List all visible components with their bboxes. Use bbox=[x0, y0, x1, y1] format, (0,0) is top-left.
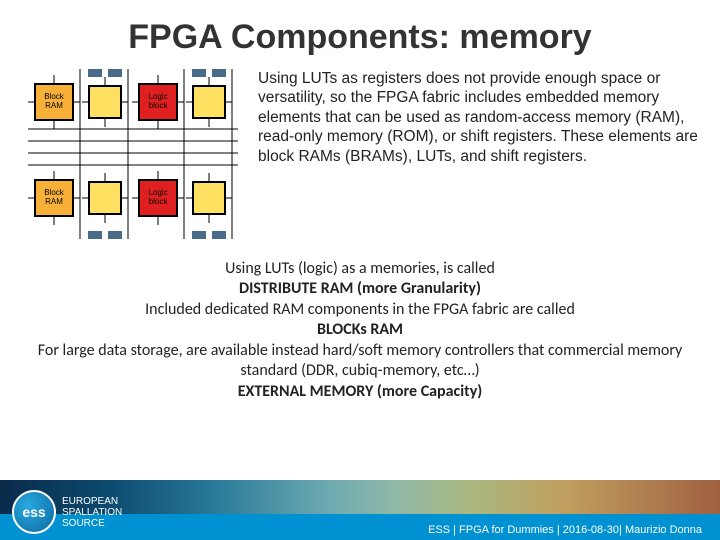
middle-l3: Included dedicated RAM components in the… bbox=[30, 300, 690, 320]
slide-title: FPGA Components: memory bbox=[0, 0, 720, 65]
middle-l5: For large data storage, are available in… bbox=[30, 341, 690, 382]
logo-l3: SOURCE bbox=[62, 518, 122, 529]
middle-l4: BLOCKs RAM bbox=[30, 320, 690, 340]
logo-circle: ess bbox=[12, 490, 56, 534]
footer-text: ESS | FPGA for Dummies | 2016-08-30| Mau… bbox=[428, 524, 702, 536]
diagram-block-logic_1: Logic block bbox=[138, 83, 178, 121]
body-paragraph: Using LUTs as registers does not provide… bbox=[258, 69, 702, 249]
upper-row: Block RAM Block RAM Logic block Logic block… bbox=[0, 65, 720, 249]
logo-l1: EUROPEAN bbox=[62, 496, 122, 507]
footer: ess EUROPEAN SPALLATION SOURCE ESS | FPG… bbox=[0, 470, 720, 540]
middle-text: Using LUTs (logic) as a memories, is cal… bbox=[0, 249, 720, 402]
diagram-block-ylw_r_bot bbox=[192, 181, 226, 215]
diagram-block-logic_2: Logic block bbox=[138, 179, 178, 217]
middle-l2: DISTRIBUTE RAM (more Granularity) bbox=[30, 279, 690, 299]
middle-l1: Using LUTs (logic) as a memories, is cal… bbox=[30, 259, 690, 279]
diagram-block-block_ram_1: Block RAM bbox=[34, 83, 74, 121]
diagram-block-ylw_top bbox=[88, 85, 122, 119]
diagram-block-block_ram_2: Block RAM bbox=[34, 179, 74, 217]
logo-l2: SPALLATION bbox=[62, 507, 122, 518]
ess-logo: ess EUROPEAN SPALLATION SOURCE bbox=[12, 490, 122, 534]
diagram-block-ylw_r_top bbox=[192, 85, 226, 119]
logo-text: EUROPEAN SPALLATION SOURCE bbox=[62, 496, 122, 529]
middle-l6: EXTERNAL MEMORY (more Capacity) bbox=[30, 382, 690, 402]
diagram-block-ylw_bot bbox=[88, 181, 122, 215]
fpga-diagram: Block RAM Block RAM Logic block Logic block bbox=[28, 69, 238, 249]
slide: FPGA Components: memory Block RAMBlock R… bbox=[0, 0, 720, 540]
